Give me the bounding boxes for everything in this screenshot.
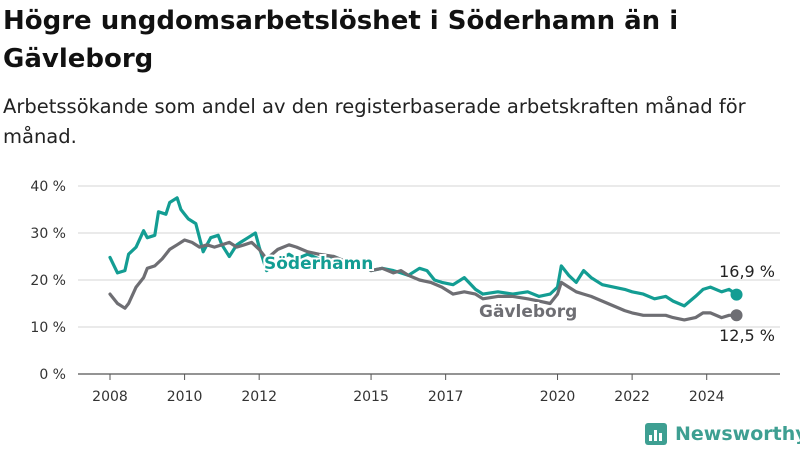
x-tick-label: 2022 [614,389,650,405]
x-tick-label: 2012 [241,389,277,405]
x-tick-label: 2020 [540,389,576,405]
x-tick-label: 2017 [428,389,464,405]
x-tick-label: 2024 [689,389,725,405]
soderhamn-series-label: Söderhamn [264,254,373,274]
newsworthy-logo-icon [645,423,667,445]
chart-title: Högre ungdomsarbetslöshet i Söderhamn än… [3,6,679,74]
gavleborg-end-label: 12,5 % [719,326,775,345]
chart-subtitle: Arbetssökande som andel av den registerb… [3,95,746,148]
x-tick-label: 2008 [92,389,128,405]
gavleborg-end-point [730,309,743,322]
soderhamn-line [108,196,739,308]
y-tick-label: 40 % [30,179,66,195]
y-tick-label: 30 % [30,226,66,242]
y-tick-label: 10 % [30,320,66,336]
y-tick-label: 20 % [30,273,66,289]
labels: Söderhamn Gävleborg 16,9 % 12,5 % [262,252,775,345]
soderhamn-end-point [730,288,743,301]
gavleborg-series-label: Gävleborg [479,302,577,322]
soderhamn-end-label: 16,9 % [719,262,775,281]
brand: Newsworthy [645,420,800,448]
axes: 0 % 10 % 20 % 30 % 40 % 2008 2010 2012 2015 2017 2… [30,179,780,405]
grid-lines [78,185,780,328]
gavleborg-line [108,238,739,322]
x-tick-label: 2010 [167,389,203,405]
y-tick-label: 0 % [39,367,66,383]
x-tick-label: 2015 [353,389,389,405]
brand-name: Newsworthy [675,423,800,445]
series-lines [108,196,743,322]
